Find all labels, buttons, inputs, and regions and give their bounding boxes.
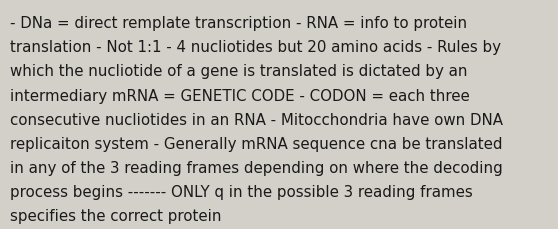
Text: which the nucliotide of a gene is translated is dictated by an: which the nucliotide of a gene is transl… [10,64,468,79]
Text: process begins ------- ONLY q in the possible 3 reading frames: process begins ------- ONLY q in the pos… [10,184,473,199]
Text: intermediary mRNA = GENETIC CODE - CODON = each three: intermediary mRNA = GENETIC CODE - CODON… [10,88,470,103]
Text: - DNa = direct remplate transcription - RNA = info to protein: - DNa = direct remplate transcription - … [10,16,467,31]
Text: consecutive nucliotides in an RNA - Mitocchondria have own DNA: consecutive nucliotides in an RNA - Mito… [10,112,503,127]
Text: replicaiton system - Generally mRNA sequence cna be translated: replicaiton system - Generally mRNA sequ… [10,136,503,151]
Text: in any of the 3 reading frames depending on where the decoding: in any of the 3 reading frames depending… [10,160,503,175]
Text: translation - Not 1:1 - 4 nucliotides but 20 amino acids - Rules by: translation - Not 1:1 - 4 nucliotides bu… [10,40,501,55]
Text: specifies the correct protein: specifies the correct protein [10,208,222,223]
